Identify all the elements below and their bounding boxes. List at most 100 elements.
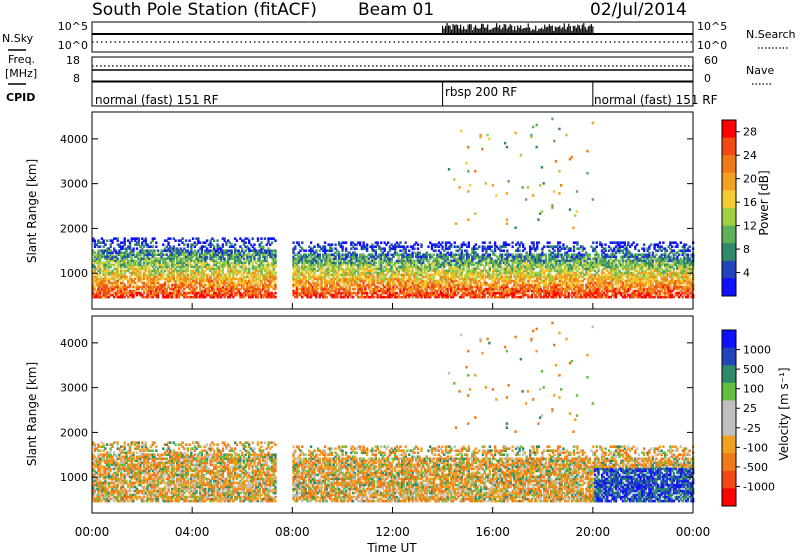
power-echo-cell: [232, 265, 235, 269]
power-echo-cell: [132, 253, 135, 257]
power-echo-cell: [198, 247, 202, 251]
power-echo-cell: [158, 253, 161, 257]
power-echo-cell: [274, 287, 277, 291]
power-echo-cell: [240, 273, 244, 277]
power-echo-cell: [362, 241, 365, 245]
power-echo-cell: [200, 293, 204, 297]
noise-right-tick-bottom: 10^0: [697, 39, 727, 52]
power-echo-cell: [249, 285, 253, 289]
power-echo-cell: [521, 243, 525, 247]
power-echo-cell: [177, 243, 181, 247]
power-echo-cell: [134, 281, 137, 285]
power-echo-cell: [260, 261, 263, 265]
power-echo-cell: [190, 259, 193, 263]
power-echo-cell: [198, 295, 202, 299]
power-echo-cell: [176, 273, 179, 277]
power-echo-cell: [177, 293, 181, 297]
power-echo-cell: [107, 261, 111, 265]
power-echo-cell: [240, 293, 244, 297]
power-echo-cell: [295, 283, 299, 287]
power-echo-cell: [155, 293, 158, 297]
power-echo-cell: [128, 291, 132, 295]
power-echo-cell: [186, 267, 190, 271]
power-echo-cell: [183, 269, 186, 273]
power-echo-cell: [121, 273, 125, 277]
power-echo-cell: [386, 241, 390, 245]
power-echo-cell: [191, 237, 195, 240]
power-echo-cell: [184, 257, 188, 261]
power-echo-cell: [221, 277, 225, 281]
power-echo-cell: [246, 257, 249, 261]
power-echo-cell: [270, 255, 274, 259]
power-echo-cell: [102, 269, 105, 273]
power-echo-cell: [221, 251, 225, 255]
power-echo-cell: [167, 295, 170, 299]
power-echo-cell: [176, 285, 179, 289]
power-echo-cell: [253, 243, 256, 247]
power-echo-cell: [93, 265, 97, 269]
power-echo-cell: [262, 253, 265, 257]
power-echo-cell: [225, 261, 228, 265]
power-echo-cell: [146, 283, 149, 287]
power-echo-cell: [269, 285, 272, 289]
power-echo-cell: [181, 271, 184, 275]
power-echo-cell: [204, 295, 207, 299]
power-echo-cell: [104, 257, 107, 261]
freq-trace: [92, 65, 693, 71]
power-echo-cell: [198, 275, 202, 279]
power-echo-cell: [141, 275, 144, 279]
power-echo-cell: [121, 255, 125, 259]
power-echo-cell: [139, 279, 142, 283]
power-echo-cell: [233, 255, 237, 259]
power-echo-cell: [248, 295, 251, 299]
power-echo-cell: [251, 253, 254, 257]
power-echo-cell: [295, 263, 299, 267]
power-echo-cell: [127, 259, 130, 263]
power-echo-cell: [144, 265, 147, 269]
power-echo-cell: [176, 291, 179, 295]
power-echo-cell: [114, 283, 118, 287]
power-echo-cell: [294, 271, 297, 275]
power-echo-cell: [158, 289, 161, 293]
power-echo-cell: [251, 237, 254, 240]
power-echo-cell: [226, 239, 230, 242]
power-echo-cell: [258, 267, 261, 271]
power-echo-cell: [226, 267, 230, 271]
power-echo-cell: [146, 291, 149, 295]
power-echo-cell: [116, 291, 119, 295]
power-echo-cell: [315, 249, 318, 253]
power-echo-cell: [170, 267, 174, 271]
power-echo-cell: [493, 241, 497, 245]
power-echo-cell: [253, 285, 256, 289]
power-echo-cell: [176, 251, 179, 255]
power-echo-cell: [249, 273, 253, 277]
power-echo-cell: [193, 291, 197, 295]
power-echo-cell: [139, 273, 142, 277]
power-echo-cell: [184, 251, 188, 255]
power-echo-cell: [239, 269, 242, 273]
power-echo-cell: [246, 291, 249, 295]
power-echo-cell: [228, 287, 232, 291]
power-echo-cell: [130, 259, 133, 263]
power-echo-cell: [251, 249, 254, 253]
power-echo-cell: [221, 275, 225, 279]
power-echo-cell: [95, 259, 98, 263]
power-echo-cell: [149, 279, 153, 283]
power-echo-cell: [144, 269, 147, 273]
power-echo-cell: [176, 257, 179, 261]
power-echo-cell: [118, 275, 121, 279]
power-echo-cell: [270, 249, 274, 253]
power-echo-cell: [162, 249, 165, 253]
power-echo-cell: [137, 237, 140, 240]
power-echo-cell: [256, 259, 260, 263]
power-echo-cell: [219, 293, 223, 297]
power-echo-cell: [200, 291, 204, 295]
power-echo-cell: [167, 279, 170, 283]
power-echo-cell: [416, 247, 420, 251]
power-echo-cell: [155, 263, 158, 267]
power-echo-cell: [223, 279, 226, 283]
power-echo-cell: [141, 277, 144, 281]
power-echo-cell: [202, 289, 205, 293]
power-echo-cell: [127, 295, 130, 299]
power-echo-cell: [235, 277, 239, 281]
